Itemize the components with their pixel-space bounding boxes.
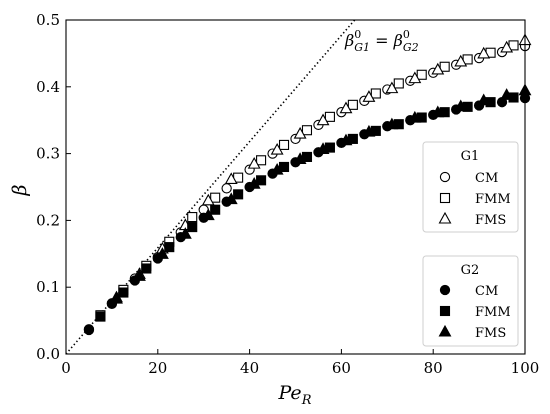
y-tick-label: 0.0 <box>36 345 60 363</box>
legend-g1-circle-icon <box>439 171 451 183</box>
legend-g1-title: G1 <box>461 149 480 164</box>
g1-fms-point <box>224 172 238 185</box>
g1-fmm-point <box>187 212 198 223</box>
legend-g2-box <box>422 255 519 347</box>
g2-fms-point <box>500 88 514 100</box>
g1-fms-point <box>477 46 491 59</box>
legend-g2-title: G2 <box>461 263 480 278</box>
legend-g2-label-fms: FMS <box>475 326 506 341</box>
g2-fms-point <box>224 192 238 205</box>
g1-fms-point <box>408 71 422 84</box>
x-tick-label: 80 <box>424 359 443 377</box>
legend-g1-label-cm: CM <box>475 171 498 186</box>
g1-fms-point <box>247 156 261 169</box>
g2-fmm-point <box>118 287 129 298</box>
data-layer <box>83 33 532 336</box>
g2-fmm-point <box>141 263 152 274</box>
x-axis-label: PeR <box>278 382 312 408</box>
g2-fms-point <box>178 227 192 239</box>
g1-fmm-point <box>416 69 427 80</box>
legend-g1: G1 CM FMM FMS <box>422 141 519 233</box>
g1-fmm-point <box>301 125 313 136</box>
g2-fmm-point <box>256 175 267 186</box>
g1-fms-point <box>270 142 284 155</box>
g1-fms-point <box>385 81 399 94</box>
x-tick-label: 40 <box>240 359 259 377</box>
legend-g2-square-icon <box>439 305 451 317</box>
g1-fms-point <box>316 113 330 126</box>
g1-fmm-point <box>210 192 221 203</box>
g2-fms-point <box>110 291 123 304</box>
legend-g1-label-fms: FMS <box>475 213 506 228</box>
g2-fms-point <box>155 247 169 259</box>
legend-g1-triangle-icon <box>438 211 452 224</box>
g1-fms-point <box>431 62 445 75</box>
legend-g2-label-fmm: FMM <box>475 305 511 320</box>
legend-g2-triangle-icon <box>438 324 452 337</box>
g2-fms-point <box>316 142 330 154</box>
g2-fms-point <box>293 152 307 164</box>
g2-fmm-point <box>278 161 290 173</box>
g2-fms-point <box>477 93 491 106</box>
g2-fmm-point <box>187 222 198 233</box>
legend-g1-box <box>422 141 519 233</box>
y-tick-label: 0.1 <box>36 278 60 296</box>
g2-fms-point <box>431 105 445 118</box>
g2-fmm-point <box>164 242 175 253</box>
reference-line-label: β0 G1 = β0 G2 <box>344 28 419 54</box>
g1-fms-point <box>201 193 215 206</box>
y-tick-label: 0.2 <box>36 211 60 229</box>
x-tick-label: 20 <box>148 359 167 377</box>
g2-cm-point <box>83 324 95 336</box>
tick-layer: 0 20 40 60 80 100 0.0 0.1 0.2 0.3 0.4 0.5 <box>36 11 539 377</box>
g2-fmm-point <box>210 204 221 215</box>
plot-frame <box>65 19 526 355</box>
g1-cm-point <box>221 183 232 194</box>
g2-fmm-point <box>233 189 244 200</box>
g1-fmm-point <box>370 88 381 99</box>
g1-fmm-point <box>347 99 358 110</box>
g2-fms-point <box>362 124 376 137</box>
g1-fms-point <box>500 40 514 53</box>
y-axis-label: β <box>9 184 31 196</box>
g1-fms-point <box>454 54 468 67</box>
reference-line-layer <box>65 19 356 355</box>
g2-fms-point <box>133 269 146 281</box>
y-tick-label: 0.4 <box>36 78 60 96</box>
g1-fmm-point <box>256 155 267 166</box>
g2-fms-point <box>408 110 422 123</box>
legend-g2-circle-icon <box>439 284 451 296</box>
x-tick-label: 0 <box>61 359 71 377</box>
g1-fmm-point <box>324 111 335 122</box>
g1-fms-point <box>339 101 353 114</box>
y-tick-label: 0.5 <box>36 11 60 29</box>
g1-fmm-point <box>278 139 290 150</box>
g1-fms-point <box>293 126 307 139</box>
g1-fmm-point <box>439 61 450 72</box>
reference-line <box>65 19 356 355</box>
g2-fms-point <box>454 99 468 112</box>
g2-fms-point <box>201 208 215 221</box>
legend-g1-label-fmm: FMM <box>475 192 511 207</box>
g2-fmm-point <box>95 311 106 322</box>
x-tick-label: 60 <box>332 359 351 377</box>
g2-fms-point <box>339 133 353 146</box>
legend-g2: G2 CM FMM FMS <box>422 255 519 347</box>
g1-fms-point <box>362 90 376 102</box>
legend-g1-square-icon <box>439 192 451 204</box>
g2-fms-point <box>270 162 284 175</box>
g2-fms-point <box>247 177 261 189</box>
legend-g2-label-cm: CM <box>475 284 498 299</box>
g2-fms-point <box>385 117 399 130</box>
y-tick-label: 0.3 <box>36 145 60 163</box>
g1-fmm-point <box>393 78 404 89</box>
x-tick-label: 100 <box>511 359 540 377</box>
